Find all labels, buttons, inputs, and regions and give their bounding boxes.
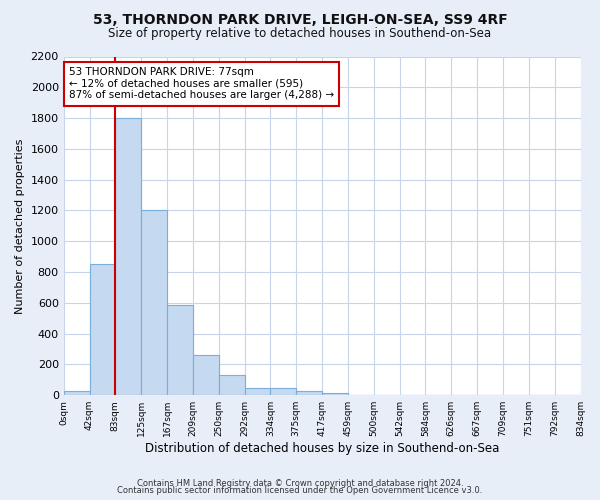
Text: Contains public sector information licensed under the Open Government Licence v3: Contains public sector information licen… [118,486,482,495]
Bar [271,388,296,395]
Bar [141,210,167,395]
Bar [322,393,348,395]
Bar [115,118,141,395]
Text: 53, THORNDON PARK DRIVE, LEIGH-ON-SEA, SS9 4RF: 53, THORNDON PARK DRIVE, LEIGH-ON-SEA, S… [92,12,508,26]
Bar [64,392,89,395]
Bar [296,390,322,395]
Text: Size of property relative to detached houses in Southend-on-Sea: Size of property relative to detached ho… [109,28,491,40]
X-axis label: Distribution of detached houses by size in Southend-on-Sea: Distribution of detached houses by size … [145,442,499,455]
Text: 53 THORNDON PARK DRIVE: 77sqm
← 12% of detached houses are smaller (595)
87% of : 53 THORNDON PARK DRIVE: 77sqm ← 12% of d… [69,68,334,100]
Text: Contains HM Land Registry data © Crown copyright and database right 2024.: Contains HM Land Registry data © Crown c… [137,478,463,488]
Y-axis label: Number of detached properties: Number of detached properties [15,138,25,314]
Bar [219,375,245,395]
Bar [89,264,115,395]
Bar [245,388,271,395]
Bar [167,305,193,395]
Bar [193,355,219,395]
